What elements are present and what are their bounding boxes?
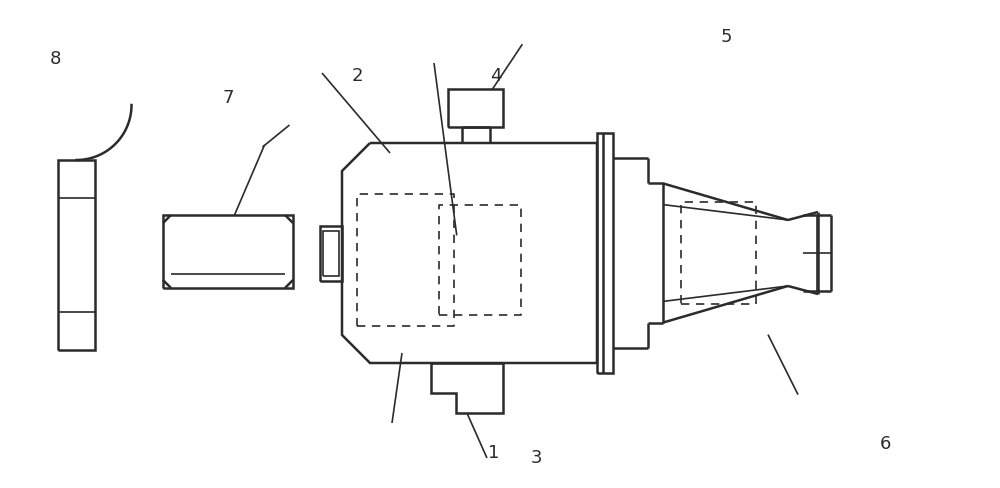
Text: 6: 6 [879,435,891,453]
Text: 3: 3 [530,449,542,467]
Text: 2: 2 [351,67,363,84]
Text: 4: 4 [490,67,502,84]
Text: 1: 1 [488,444,500,462]
Text: 5: 5 [720,28,732,45]
Text: 7: 7 [222,89,234,106]
Text: 8: 8 [49,50,61,67]
